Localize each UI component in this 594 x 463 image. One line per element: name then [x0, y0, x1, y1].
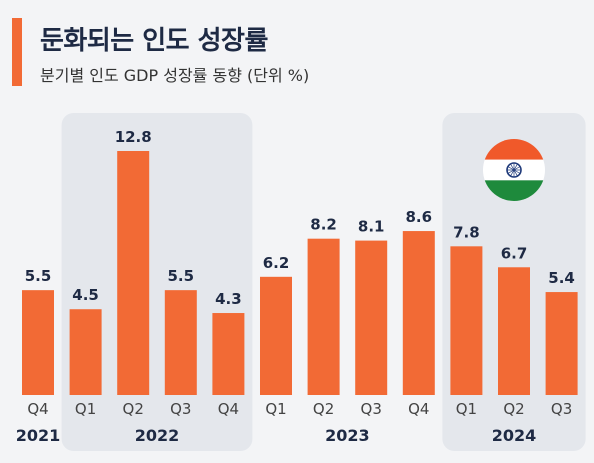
quarter-label: Q2 [123, 400, 144, 418]
quarter-label: Q3 [170, 400, 191, 418]
value-label: 4.3 [215, 290, 242, 308]
bar [307, 238, 340, 395]
chart-title: 둔화되는 인도 성장률 [40, 26, 268, 56]
value-label: 5.5 [25, 267, 52, 285]
quarter-label: Q4 [27, 400, 48, 418]
bar [450, 246, 483, 395]
quarter-label: Q2 [503, 400, 524, 418]
quarter-label: Q4 [218, 400, 239, 418]
quarter-label: Q4 [408, 400, 429, 418]
quarter-label: Q3 [551, 400, 572, 418]
year-label: 2024 [492, 426, 537, 445]
value-label: 12.8 [115, 128, 152, 146]
bar [212, 313, 245, 395]
value-label: 5.5 [168, 267, 195, 285]
quarter-label: Q2 [313, 400, 334, 418]
value-label: 8.6 [406, 208, 433, 226]
value-label: 6.2 [263, 254, 290, 272]
bars [22, 151, 578, 395]
bar [69, 309, 102, 395]
chart-subtitle: 분기별 인도 GDP 성장률 동향 (단위 %) [40, 66, 310, 85]
bar [117, 151, 150, 395]
value-label: 5.4 [548, 269, 575, 287]
quarter-label: Q1 [265, 400, 286, 418]
quarter-label: Q1 [456, 400, 477, 418]
bar [355, 240, 388, 395]
bar [22, 290, 54, 395]
bar [164, 290, 197, 395]
bar [545, 292, 578, 395]
quarter-label: Q1 [75, 400, 96, 418]
quarter-labels: Q4 Q1 Q2 Q3 Q4 Q1 Q2 Q3 Q4 Q1 Q2 Q3 [27, 400, 572, 418]
india-flag-icon [483, 139, 545, 201]
value-label: 4.5 [72, 286, 99, 304]
quarter-label: Q3 [361, 400, 382, 418]
year-label: 2021 [16, 426, 61, 445]
flag-saffron-stripe [483, 139, 545, 160]
value-labels: 5.5 4.5 12.8 5.5 4.3 6.2 8.2 8.1 8.6 7.8 6.7 5.4 [25, 128, 575, 308]
year-labels: 2021 2022 2023 2024 [16, 426, 537, 445]
year-label: 2022 [135, 426, 180, 445]
year-band-2022 [61, 113, 253, 451]
bar [498, 267, 530, 395]
bar [402, 231, 435, 395]
value-label: 8.2 [310, 216, 337, 234]
value-label: 7.8 [453, 223, 480, 241]
title-accent-bar [12, 18, 22, 86]
bar [260, 276, 292, 395]
year-label: 2023 [325, 426, 370, 445]
value-label: 6.7 [501, 244, 528, 262]
value-label: 8.1 [358, 218, 385, 236]
flag-green-stripe [483, 180, 545, 201]
